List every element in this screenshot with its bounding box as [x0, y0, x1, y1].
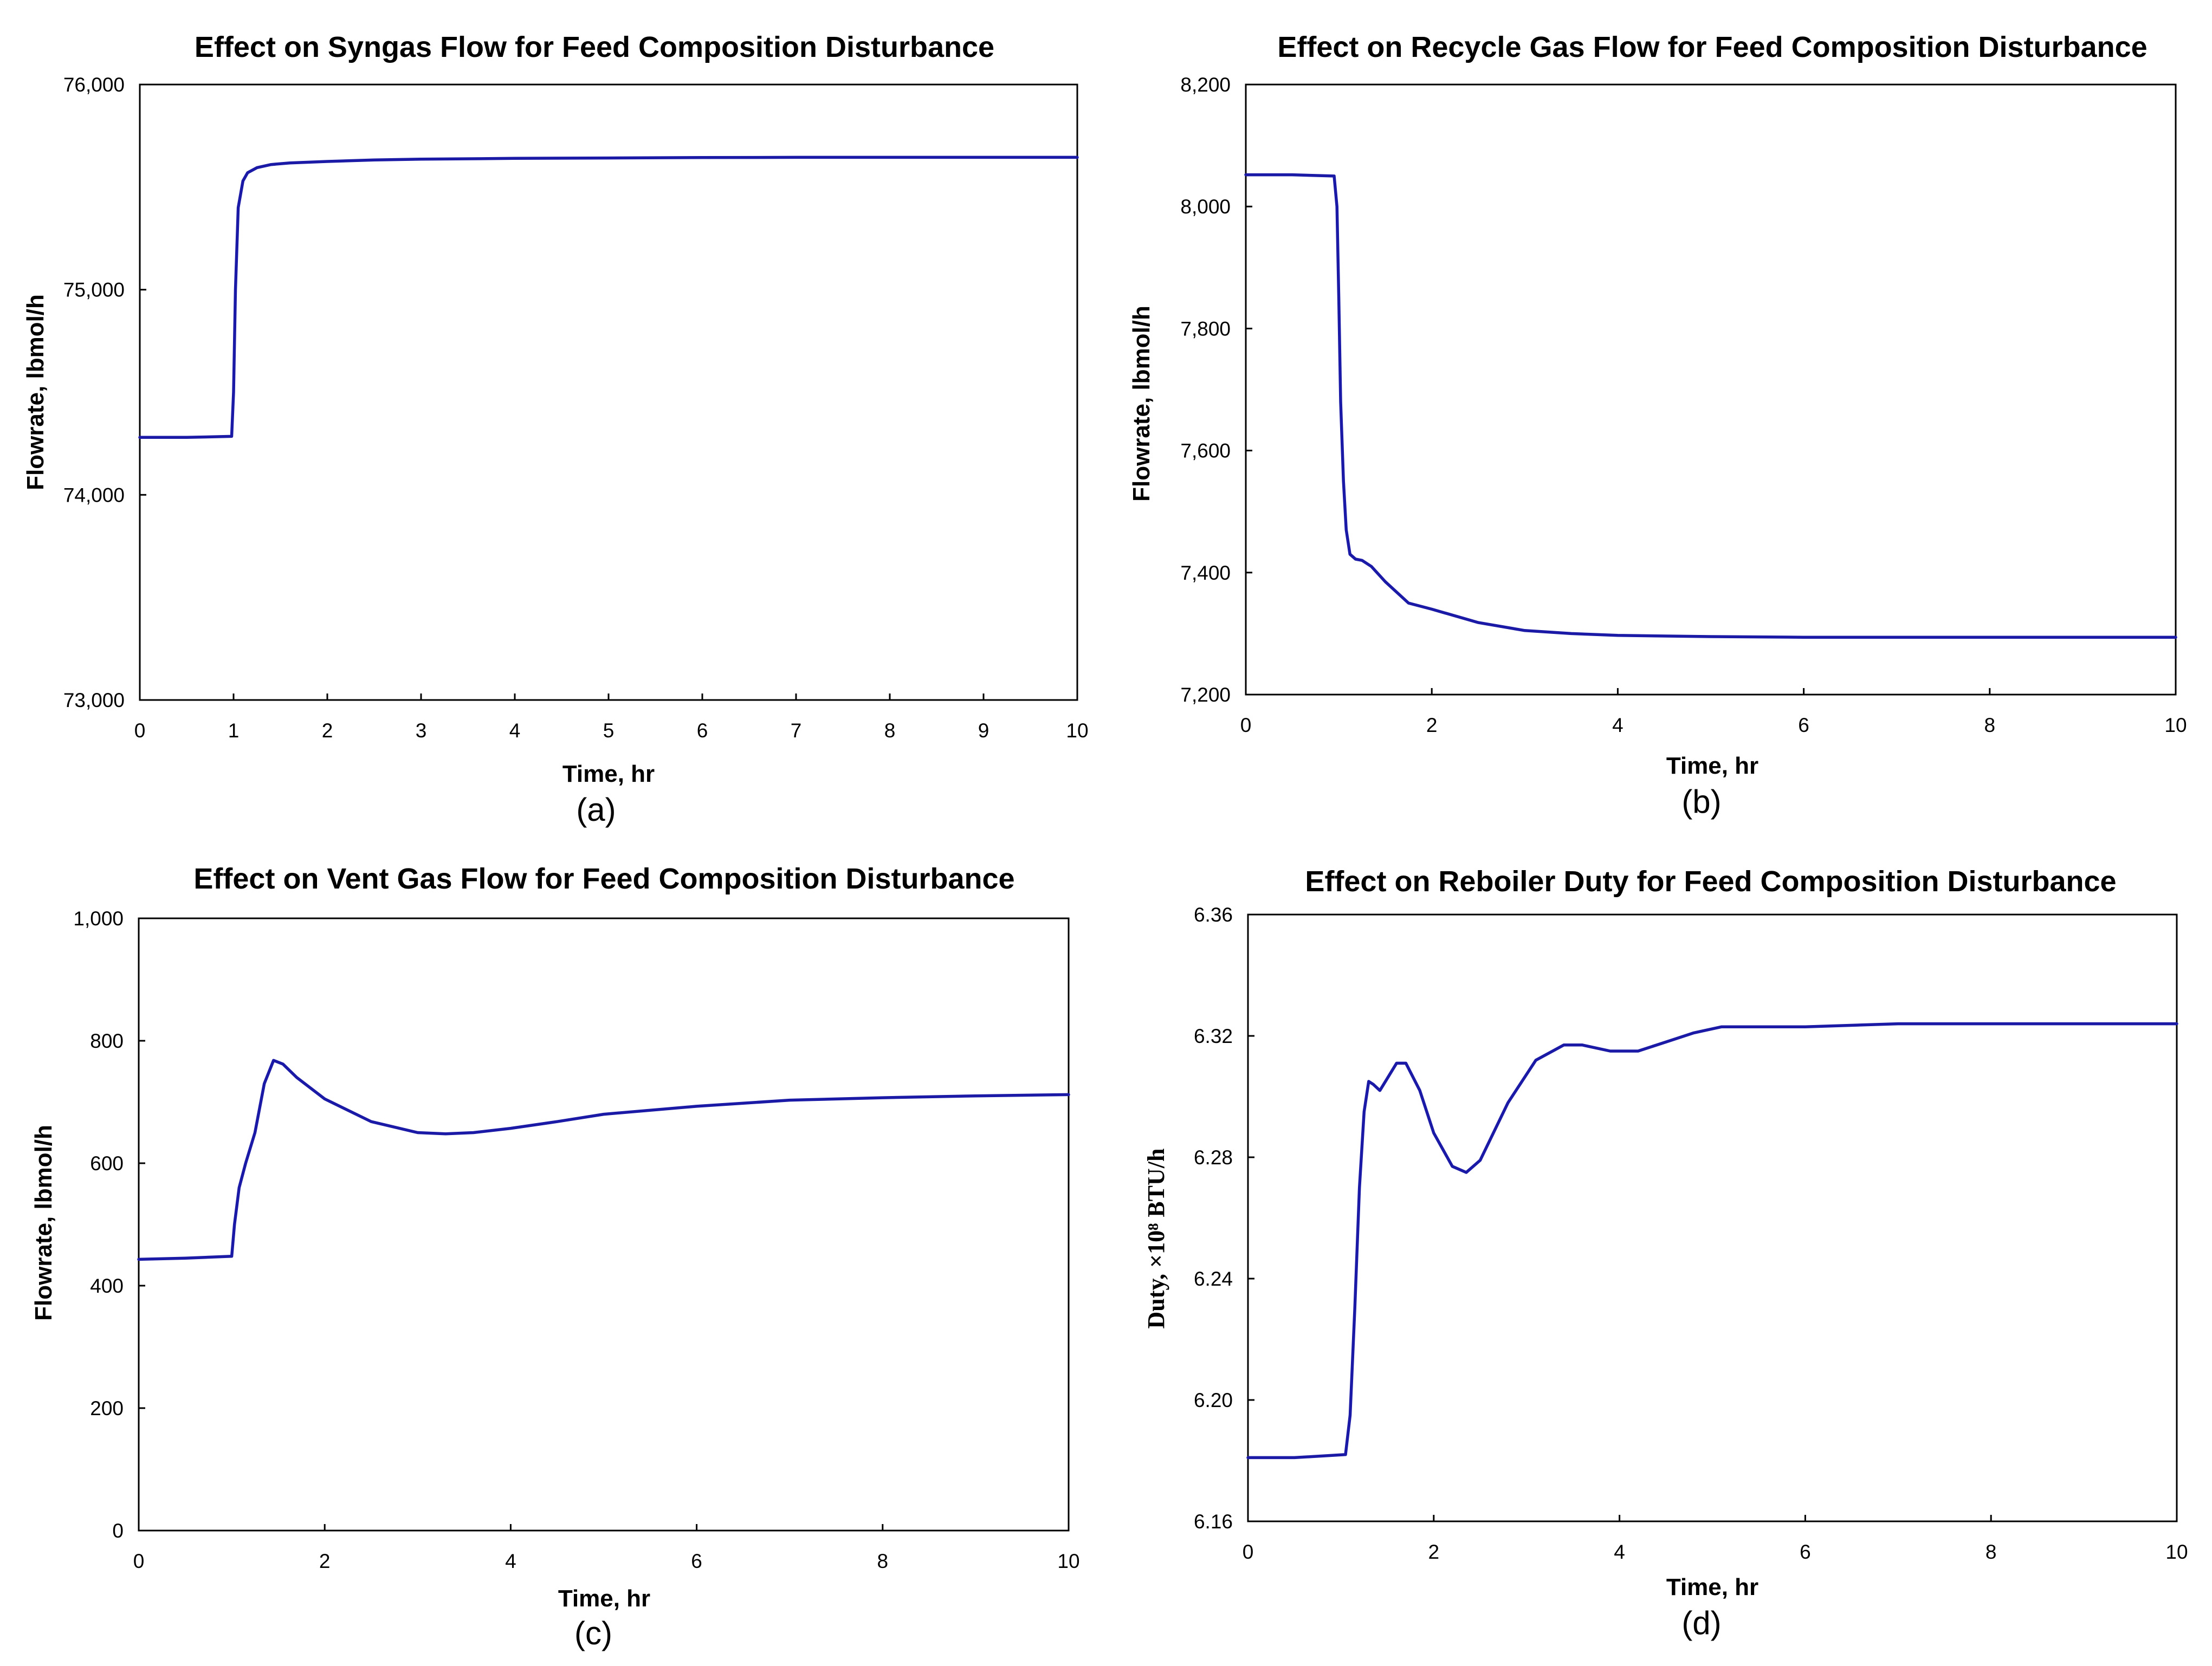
y-tick-label: 800	[90, 1030, 124, 1052]
x-tick-label: 4	[509, 719, 521, 742]
x-tick-label: 10	[1057, 1550, 1079, 1572]
y-tick-label: 600	[90, 1152, 124, 1175]
x-tick-label: 6	[1800, 1541, 1811, 1563]
y-tick-label: 7,200	[1180, 684, 1231, 706]
y-tick-label: 8,000	[1180, 196, 1231, 218]
plot-frame	[1245, 83, 2177, 696]
x-axis-label: Time, hr	[1666, 1574, 1758, 1600]
x-tick-label: 3	[416, 719, 427, 742]
y-tick-label: 6.24	[1194, 1268, 1233, 1290]
y-tick-label: 1,000	[73, 907, 124, 930]
x-tick-label: 1	[228, 719, 240, 742]
y-tick-label: 6.16	[1194, 1511, 1233, 1533]
panel-label: (b)	[1681, 783, 1721, 820]
y-tick-label: 7,600	[1180, 440, 1231, 462]
y-tick-label: 6.28	[1194, 1146, 1233, 1169]
plot-frame	[138, 917, 1070, 1532]
x-tick-label: 2	[319, 1550, 331, 1572]
series-line	[1244, 173, 2177, 639]
chart-panel-b: Effect on Recycle Gas Flow for Feed Comp…	[1128, 31, 2187, 820]
y-tick-label: 6.36	[1194, 904, 1233, 926]
x-tick-label: 0	[133, 1550, 145, 1572]
series-line	[1246, 1022, 2178, 1460]
x-tick-label: 6	[697, 719, 708, 742]
x-tick-label: 10	[2165, 1541, 2188, 1563]
x-tick-label: 0	[134, 719, 146, 742]
y-tick-label: 75,000	[63, 279, 125, 301]
panel-label: (d)	[1681, 1605, 1721, 1641]
y-tick-label: 200	[90, 1397, 124, 1419]
x-axis-label: Time, hr	[558, 1585, 650, 1612]
y-axis-label: Flowrate, lbmol/h	[30, 1125, 57, 1321]
y-tick-label: 73,000	[63, 689, 125, 711]
x-tick-label: 0	[1240, 714, 1252, 736]
chart-panel-a: Effect on Syngas Flow for Feed Compositi…	[22, 31, 1089, 828]
y-axis-label: Duty, ×10⁸ BTU/h	[1143, 1149, 1169, 1329]
y-tick-label: 74,000	[63, 484, 125, 506]
series-line	[138, 155, 1079, 439]
chart-title: Effect on Recycle Gas Flow for Feed Comp…	[1277, 31, 2147, 63]
y-tick-label: 7,800	[1180, 317, 1231, 340]
plot-frame	[139, 83, 1078, 701]
x-tick-label: 4	[1614, 1541, 1625, 1563]
plot-frame	[1247, 913, 2178, 1522]
chart-title: Effect on Reboiler Duty for Feed Composi…	[1305, 865, 2116, 898]
chart-title: Effect on Vent Gas Flow for Feed Composi…	[193, 863, 1014, 895]
x-axis-label: Time, hr	[562, 761, 655, 787]
x-tick-label: 10	[2164, 714, 2187, 736]
x-tick-label: 4	[505, 1550, 516, 1572]
series-line	[137, 1059, 1070, 1261]
x-tick-label: 2	[322, 719, 333, 742]
chart-panel-d: Effect on Reboiler Duty for Feed Composi…	[1143, 865, 2188, 1641]
x-tick-label: 0	[1243, 1541, 1254, 1563]
x-tick-label: 8	[877, 1550, 889, 1572]
y-axis-label: Flowrate, lbmol/h	[1128, 306, 1155, 502]
x-axis-label: Time, hr	[1666, 753, 1758, 779]
y-tick-label: 6.20	[1194, 1389, 1233, 1411]
chart-title: Effect on Syngas Flow for Feed Compositi…	[195, 31, 994, 63]
x-tick-label: 10	[1066, 719, 1088, 742]
y-tick-label: 6.32	[1194, 1025, 1233, 1047]
x-tick-label: 6	[1798, 714, 1809, 736]
x-tick-label: 8	[1984, 714, 1996, 736]
x-tick-label: 9	[978, 719, 989, 742]
y-tick-label: 7,400	[1180, 562, 1231, 584]
x-tick-label: 8	[884, 719, 896, 742]
x-tick-label: 7	[791, 719, 802, 742]
x-tick-label: 2	[1426, 714, 1438, 736]
x-tick-label: 8	[1985, 1541, 1997, 1563]
x-tick-label: 6	[691, 1550, 702, 1572]
x-tick-label: 2	[1428, 1541, 1440, 1563]
y-tick-label: 76,000	[63, 74, 125, 96]
panel-label: (c)	[574, 1615, 612, 1651]
y-tick-label: 8,200	[1180, 74, 1231, 96]
x-tick-label: 5	[603, 719, 615, 742]
chart-panel-c: Effect on Vent Gas Flow for Feed Composi…	[30, 863, 1080, 1651]
panel-label: (a)	[576, 792, 616, 828]
y-tick-label: 400	[90, 1275, 124, 1297]
y-axis-label: Flowrate, lbmol/h	[22, 294, 49, 490]
x-tick-label: 4	[1612, 714, 1624, 736]
y-tick-label: 0	[112, 1520, 124, 1542]
